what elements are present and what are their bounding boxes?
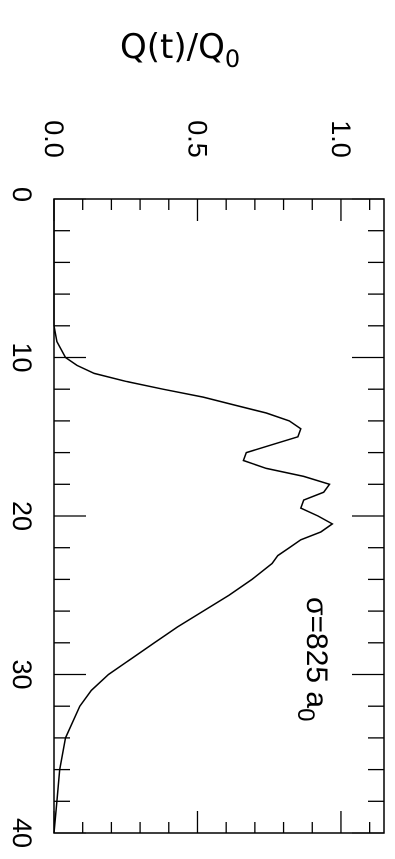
q-tick-label: 1.0 bbox=[326, 120, 356, 158]
tick-labels: 0 10 20 30 40 0.0 0.5 1.0 bbox=[7, 120, 356, 848]
series-line bbox=[53, 199, 334, 834]
y-axis-label: Q(t)/Q0 bbox=[120, 27, 240, 73]
ticks bbox=[53, 198, 384, 834]
sigma-annotation-subscript: 0 bbox=[292, 708, 319, 721]
sigma-annotation-main: σ=825 a bbox=[300, 597, 333, 708]
plot-frame bbox=[53, 198, 385, 834]
time-tick-label: 0 bbox=[7, 187, 37, 202]
y-axis-label-subscript: 0 bbox=[225, 45, 240, 73]
q-tick-label: 0.5 bbox=[182, 120, 212, 158]
time-tick-label: 10 bbox=[7, 342, 37, 372]
q-tick-label: 0.0 bbox=[39, 120, 69, 158]
time-tick-label: 40 bbox=[7, 818, 37, 848]
sigma-annotation: σ=825 a0 bbox=[292, 597, 333, 721]
time-tick-label: 20 bbox=[7, 501, 37, 531]
time-tick-label: 30 bbox=[7, 659, 37, 689]
y-axis-label-main: Q(t)/Q bbox=[120, 27, 225, 67]
